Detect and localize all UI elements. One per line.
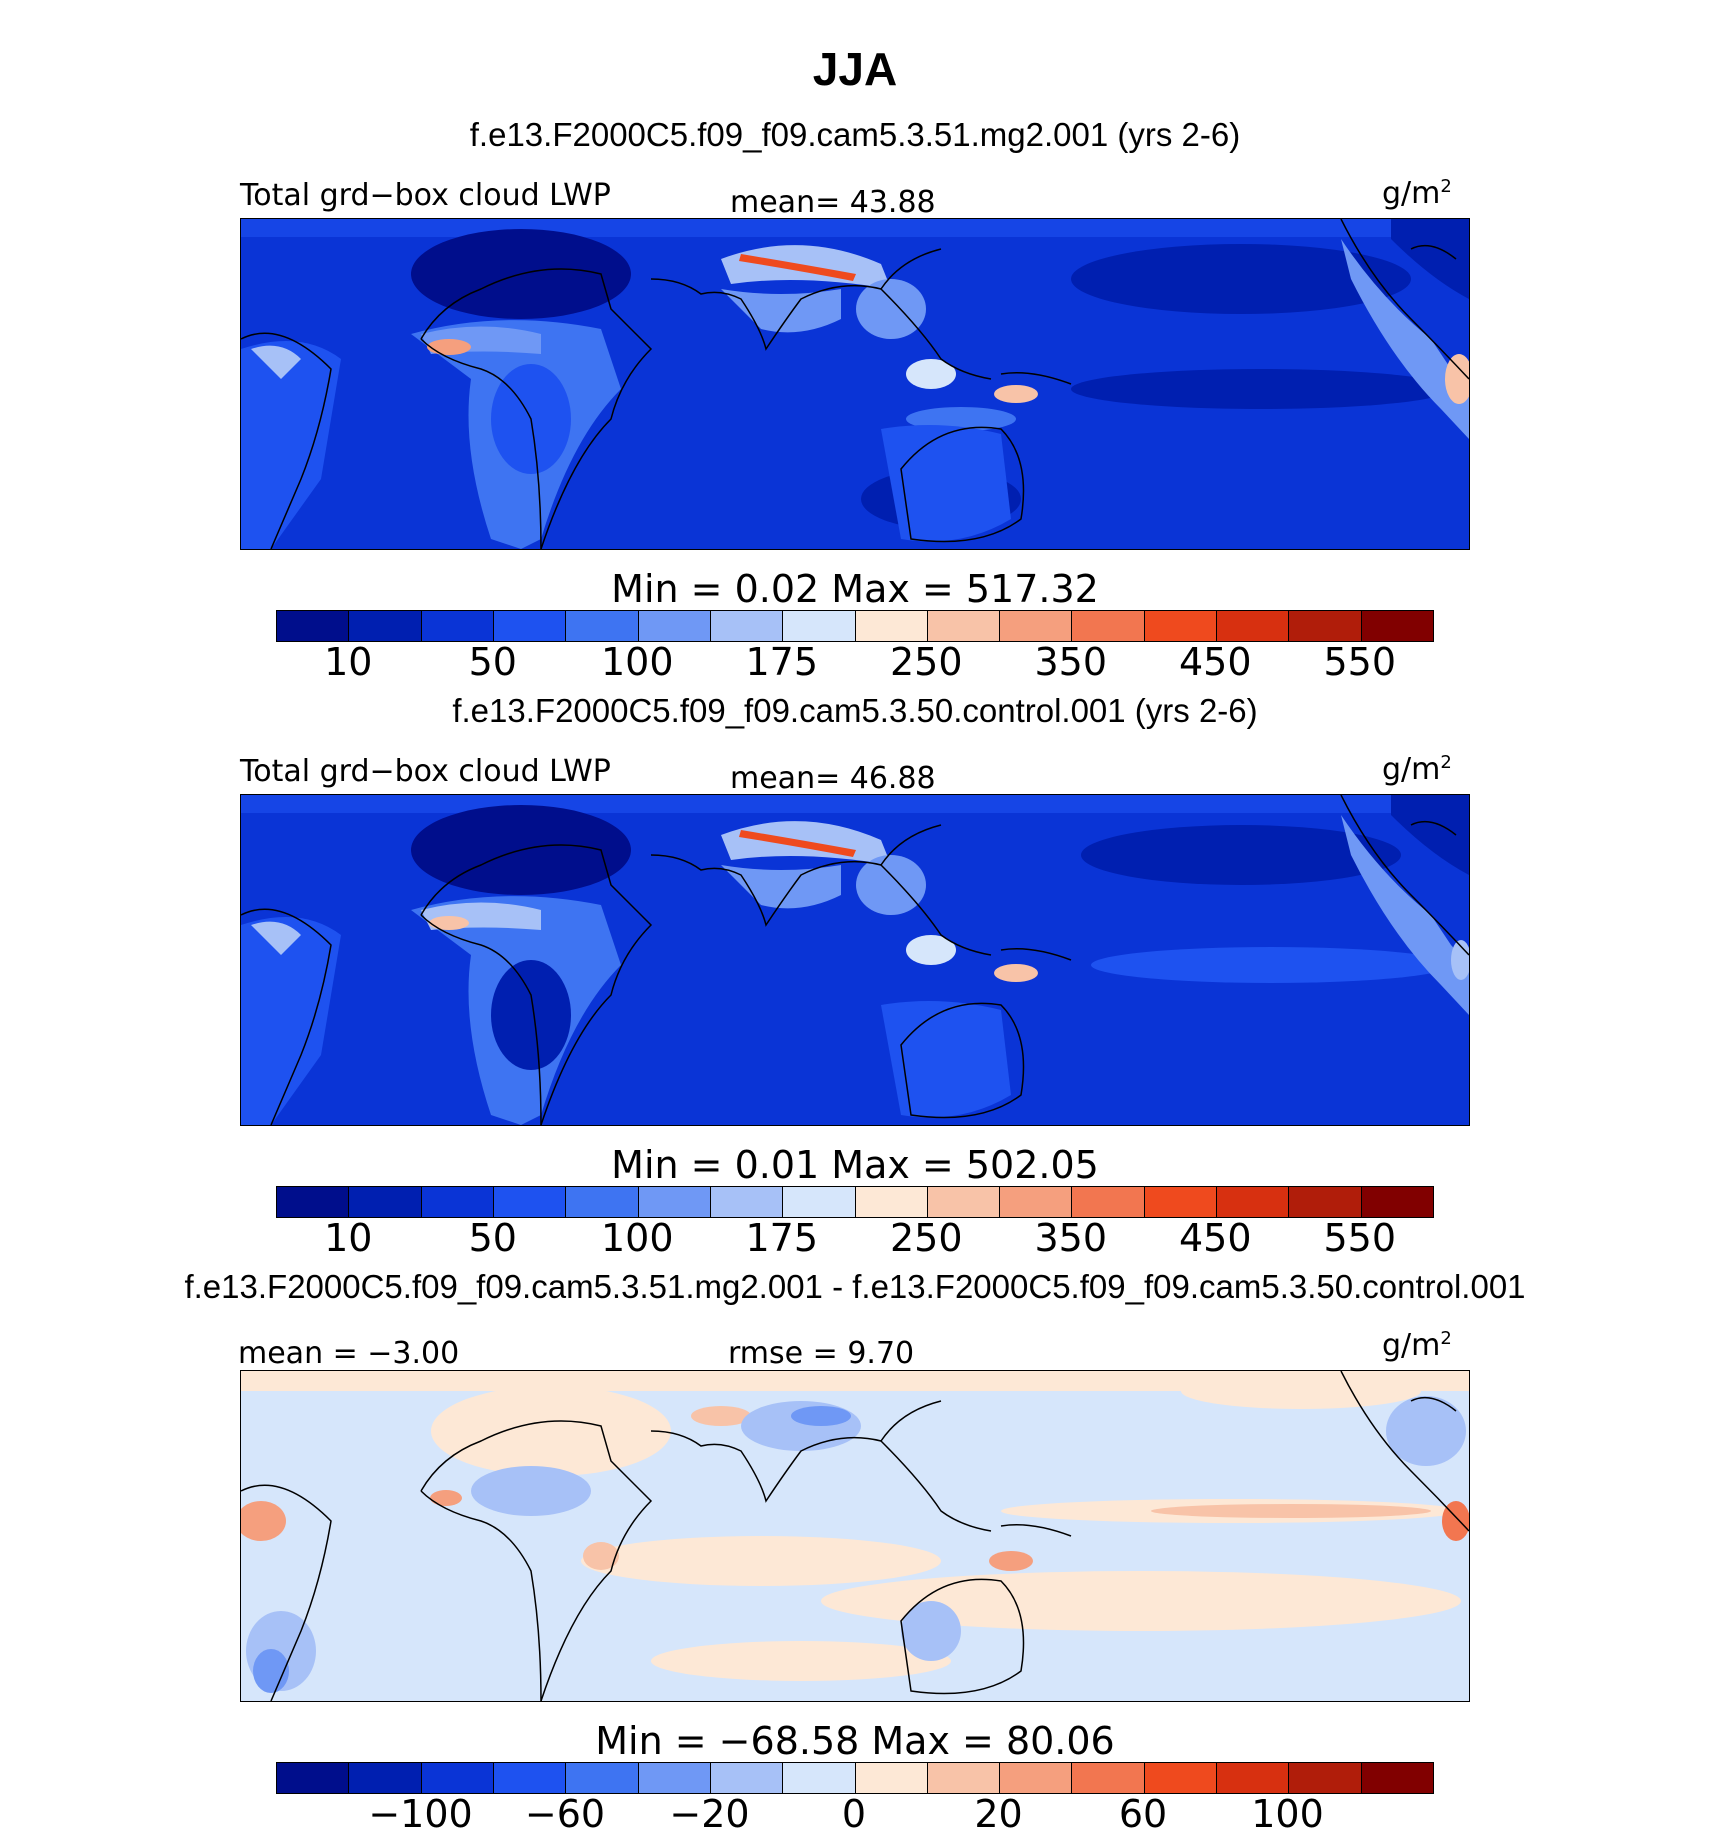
colorbar-swatch xyxy=(638,611,711,641)
colorbar-tick-label: 50 xyxy=(468,640,517,684)
colorbar-swatch xyxy=(493,611,567,641)
colorbar-swatch xyxy=(493,1187,567,1217)
colorbar-swatch xyxy=(710,611,784,641)
colorbar-swatch xyxy=(710,1187,784,1217)
panel2-case-title: f.e13.F2000C5.f09_f09.cam5.3.50.control.… xyxy=(452,692,1258,729)
colorbar-tick-label: 60 xyxy=(1118,1792,1168,1836)
figure-title: JJA xyxy=(812,43,898,95)
panel1-mean-label: mean= 43.88 xyxy=(730,185,936,220)
colorbar-swatch xyxy=(349,611,422,641)
colorbar-tick-label: −20 xyxy=(669,1792,750,1836)
colorbar-tick-label: 450 xyxy=(1178,640,1252,684)
colorbar-tick-label: 350 xyxy=(1034,640,1108,684)
colorbar-swatch xyxy=(927,1187,1001,1217)
colorbar-swatch xyxy=(1000,611,1073,641)
colorbar-swatch xyxy=(1289,611,1362,641)
panel1-case-title: f.e13.F2000C5.f09_f09.cam5.3.51.mg2.001 … xyxy=(469,116,1241,153)
panel3-colorbar xyxy=(276,1762,1434,1794)
colorbar-tick-label: 10 xyxy=(324,1216,373,1260)
colorbar-swatch xyxy=(927,1763,1001,1793)
colorbar-swatch xyxy=(277,1187,350,1217)
colorbar-tick-label: 10 xyxy=(324,640,373,684)
panel2-mean-label: mean= 46.88 xyxy=(730,761,936,796)
colorbar-swatch xyxy=(1072,1763,1145,1793)
colorbar-tick-label: 550 xyxy=(1323,640,1397,684)
colorbar-tick-label: 550 xyxy=(1323,1216,1397,1260)
colorbar-swatch xyxy=(277,611,350,641)
panel1-colorbar xyxy=(276,610,1434,642)
panel2-minmax: Min = 0.01 Max = 502.05 xyxy=(611,1143,1099,1187)
colorbar-swatch xyxy=(566,611,639,641)
colorbar-tick-label: 175 xyxy=(745,1216,819,1260)
colorbar-swatch xyxy=(493,1763,567,1793)
colorbar-tick-label: 100 xyxy=(600,1216,674,1260)
colorbar-tick-label: 50 xyxy=(468,1216,517,1260)
panel3-minmax: Min = −68.58 Max = 80.06 xyxy=(595,1719,1115,1763)
colorbar-swatch xyxy=(783,1763,856,1793)
colorbar-tick-label: 250 xyxy=(889,640,963,684)
panel2-variable-label: Total grd−box cloud LWP xyxy=(240,754,611,789)
colorbar-swatch xyxy=(855,1763,928,1793)
colorbar-swatch xyxy=(277,1763,350,1793)
panel1-map xyxy=(240,218,1470,550)
panel3-map xyxy=(240,1370,1470,1702)
panel2-map xyxy=(240,794,1470,1126)
colorbar-tick-label: 100 xyxy=(1251,1792,1324,1836)
colorbar-swatch xyxy=(1144,611,1218,641)
panel3-rmse-label: rmse = 9.70 xyxy=(728,1336,915,1371)
colorbar-tick-label: 20 xyxy=(974,1792,1023,1836)
colorbar-swatch xyxy=(421,1187,494,1217)
panel1-minmax: Min = 0.02 Max = 517.32 xyxy=(611,567,1099,611)
colorbar-swatch xyxy=(421,611,494,641)
colorbar-swatch xyxy=(1000,1763,1073,1793)
colorbar-swatch xyxy=(927,611,1001,641)
colorbar-swatch xyxy=(710,1763,784,1793)
colorbar-swatch xyxy=(1217,1187,1290,1217)
colorbar-swatch xyxy=(855,1187,928,1217)
colorbar-swatch xyxy=(1361,1187,1433,1217)
colorbar-tick-label: −100 xyxy=(368,1792,473,1836)
colorbar-swatch xyxy=(1144,1187,1218,1217)
colorbar-swatch xyxy=(1361,611,1433,641)
panel1-variable-label: Total grd−box cloud LWP xyxy=(240,178,611,213)
panel2-colorbar-ticks: 10 50 100 175 250 350 450 550 xyxy=(0,1216,1710,1266)
colorbar-tick-label: 350 xyxy=(1034,1216,1108,1260)
panel3-mean-label: mean = −3.00 xyxy=(238,1336,460,1371)
colorbar-swatch xyxy=(349,1187,422,1217)
colorbar-tick-label: 0 xyxy=(841,1792,867,1836)
panel3-units-label: g/m2 xyxy=(1382,1328,1452,1363)
colorbar-swatch xyxy=(783,611,856,641)
panel1-colorbar-ticks: 10 50 100 175 250 350 450 550 xyxy=(0,640,1710,690)
colorbar-swatch xyxy=(1217,611,1290,641)
colorbar-swatch xyxy=(349,1763,422,1793)
colorbar-swatch xyxy=(1144,1763,1218,1793)
colorbar-tick-label: 250 xyxy=(889,1216,963,1260)
colorbar-swatch xyxy=(1000,1187,1073,1217)
panel2-colorbar xyxy=(276,1186,1434,1218)
panel3-colorbar-ticks: −100 −60 −20 0 20 60 100 xyxy=(0,1792,1710,1836)
panel3-case-title: f.e13.F2000C5.f09_f09.cam5.3.51.mg2.001 … xyxy=(184,1268,1526,1305)
colorbar-swatch xyxy=(1072,611,1145,641)
panel1-units-label: g/m2 xyxy=(1382,176,1452,211)
colorbar-swatch xyxy=(783,1187,856,1217)
colorbar-tick-label: 175 xyxy=(745,640,819,684)
colorbar-swatch xyxy=(1361,1763,1433,1793)
colorbar-swatch xyxy=(1217,1763,1290,1793)
colorbar-swatch xyxy=(1289,1187,1362,1217)
colorbar-swatch xyxy=(855,611,928,641)
colorbar-swatch xyxy=(1289,1763,1362,1793)
colorbar-swatch xyxy=(421,1763,494,1793)
colorbar-swatch xyxy=(638,1187,711,1217)
colorbar-swatch xyxy=(566,1763,639,1793)
colorbar-tick-label: 100 xyxy=(600,640,674,684)
colorbar-tick-label: −60 xyxy=(524,1792,606,1836)
colorbar-tick-label: 450 xyxy=(1178,1216,1252,1260)
colorbar-swatch xyxy=(566,1187,639,1217)
colorbar-swatch xyxy=(638,1763,711,1793)
panel2-units-label: g/m2 xyxy=(1382,752,1452,787)
colorbar-swatch xyxy=(1072,1187,1145,1217)
